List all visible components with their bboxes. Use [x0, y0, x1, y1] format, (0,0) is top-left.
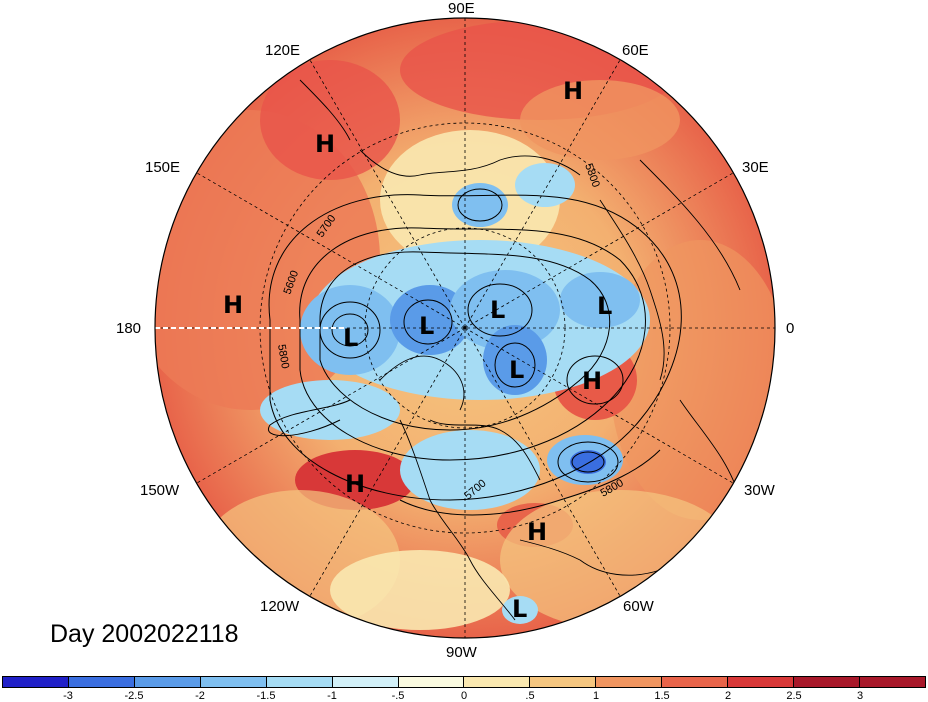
high-pressure-marker: H — [527, 518, 547, 546]
colorbar-segment — [134, 677, 201, 687]
low-pressure-marker: L — [343, 324, 358, 352]
colorbar-tick-label: 0 — [460, 690, 468, 702]
lon-label-90w: 90W — [446, 644, 477, 661]
colorbar-segment — [200, 677, 267, 687]
colorbar-segment — [398, 677, 465, 687]
lon-label-60e: 60E — [622, 42, 649, 59]
low-pressure-marker: L — [512, 595, 527, 623]
colorbar-tick-label: -.5 — [391, 690, 405, 702]
lon-label-120e: 120E — [265, 42, 301, 59]
low-pressure-marker: L — [419, 312, 434, 340]
colorbar-segment — [464, 677, 531, 687]
colorbar-segment — [859, 677, 925, 687]
colorbar-segment — [266, 677, 333, 687]
lon-label-180: 180 — [116, 320, 142, 337]
colorbar-tick-label: 2.5 — [786, 690, 802, 702]
lon-label-30e: 30E — [742, 159, 769, 176]
colorbar-tick-label: .5 — [525, 690, 535, 702]
coastlines — [299, 79, 741, 621]
colorbar-segment — [794, 677, 860, 687]
colorbar-tick-label: 1 — [592, 690, 600, 702]
colorbar-ticks: -3 -2.5 -2 -1.5 -1 -.5 0 .5 1 1.5 2 2.5 3 — [0, 690, 928, 702]
low-pressure-marker: L — [490, 296, 505, 324]
high-pressure-marker: H — [223, 291, 243, 319]
lon-label-90e: 90E — [448, 0, 475, 17]
colorbar-tick-label: 2 — [724, 690, 732, 702]
colorbar-segment — [3, 677, 69, 687]
colorbar-tick-label: -1 — [327, 690, 337, 702]
lon-label-150e: 150E — [145, 159, 181, 176]
colorbar-tick-label: 1.5 — [654, 690, 670, 702]
colorbar-segment — [332, 677, 399, 687]
high-pressure-marker: H — [345, 470, 365, 498]
high-pressure-marker: H — [315, 130, 335, 158]
colorbar-segment — [662, 677, 729, 687]
colorbar-segment — [68, 677, 135, 687]
colorbar-tick-label: 3 — [856, 690, 864, 702]
anomaly-field — [155, 18, 775, 638]
contour-label: 5800 — [275, 343, 291, 369]
colorbar-segment — [728, 677, 795, 687]
lon-label-0: 0 — [786, 320, 795, 337]
low-pressure-marker: L — [509, 356, 524, 384]
lon-label-150w: 150W — [140, 482, 180, 499]
map-boundary — [154, 17, 776, 639]
colorbar — [2, 676, 926, 688]
day-label: Day 2002022118 — [50, 620, 239, 648]
colorbar-tick-label: -2.5 — [124, 690, 144, 702]
lon-label-120w: 120W — [260, 598, 300, 615]
high-pressure-marker: H — [582, 367, 602, 395]
colorbar-tick-label: -3 — [63, 690, 73, 702]
colorbar-segment — [596, 677, 663, 687]
low-pressure-marker: L — [597, 292, 612, 320]
lon-label-30w: 30W — [744, 482, 775, 499]
lon-label-60w: 60W — [623, 598, 654, 615]
high-pressure-marker: H — [563, 77, 583, 105]
colorbar-segment — [530, 677, 597, 687]
colorbar-tick-label: -1.5 — [256, 690, 276, 702]
height-contours — [267, 188, 682, 516]
colorbar-tick-label: -2 — [195, 690, 205, 702]
